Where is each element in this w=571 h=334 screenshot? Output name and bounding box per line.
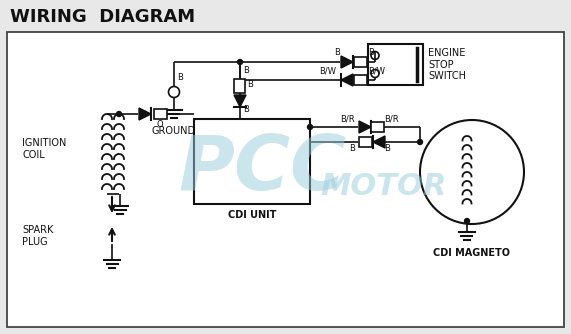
Text: B: B: [334, 48, 340, 57]
Circle shape: [371, 51, 379, 59]
Circle shape: [464, 218, 469, 223]
Bar: [368, 44, 423, 85]
Text: WIRING  DIAGRAM: WIRING DIAGRAM: [10, 8, 195, 26]
Text: B: B: [247, 79, 253, 89]
Text: MOTOR: MOTOR: [320, 171, 447, 200]
Text: B: B: [177, 72, 183, 81]
Bar: [154, 109, 167, 119]
Text: B/W: B/W: [319, 66, 336, 75]
Text: PCC: PCC: [178, 132, 346, 206]
Text: B/R: B/R: [340, 114, 355, 123]
Polygon shape: [139, 108, 151, 120]
Bar: [7, 32, 564, 327]
Polygon shape: [341, 56, 353, 68]
Bar: [372, 122, 384, 132]
Polygon shape: [373, 136, 385, 148]
Text: CDI MAGNETO: CDI MAGNETO: [433, 248, 510, 258]
Circle shape: [308, 125, 312, 130]
Polygon shape: [234, 95, 246, 107]
Bar: [235, 79, 246, 93]
Circle shape: [420, 120, 524, 224]
Text: B: B: [349, 144, 355, 153]
Text: GROUND: GROUND: [152, 126, 196, 136]
Bar: [355, 75, 368, 85]
Text: SPARK
PLUG: SPARK PLUG: [22, 225, 53, 247]
Circle shape: [417, 140, 423, 145]
Polygon shape: [341, 74, 353, 86]
Circle shape: [371, 69, 379, 77]
Text: B: B: [384, 144, 390, 153]
Text: O: O: [156, 120, 163, 129]
Text: B: B: [243, 105, 249, 114]
Circle shape: [116, 112, 122, 117]
Text: B/W: B/W: [368, 66, 385, 75]
Polygon shape: [359, 121, 371, 133]
Text: B/R: B/R: [384, 114, 399, 123]
Circle shape: [168, 87, 179, 98]
Text: B: B: [243, 66, 249, 75]
Circle shape: [238, 59, 243, 64]
Text: CDI UNIT: CDI UNIT: [228, 210, 276, 220]
Bar: [194, 119, 310, 204]
Text: IGNITION
COIL: IGNITION COIL: [22, 138, 66, 160]
Bar: [360, 137, 372, 147]
Text: ENGINE
STOP
SWITCH: ENGINE STOP SWITCH: [428, 48, 466, 81]
Text: B: B: [368, 48, 374, 57]
Bar: [355, 57, 368, 67]
